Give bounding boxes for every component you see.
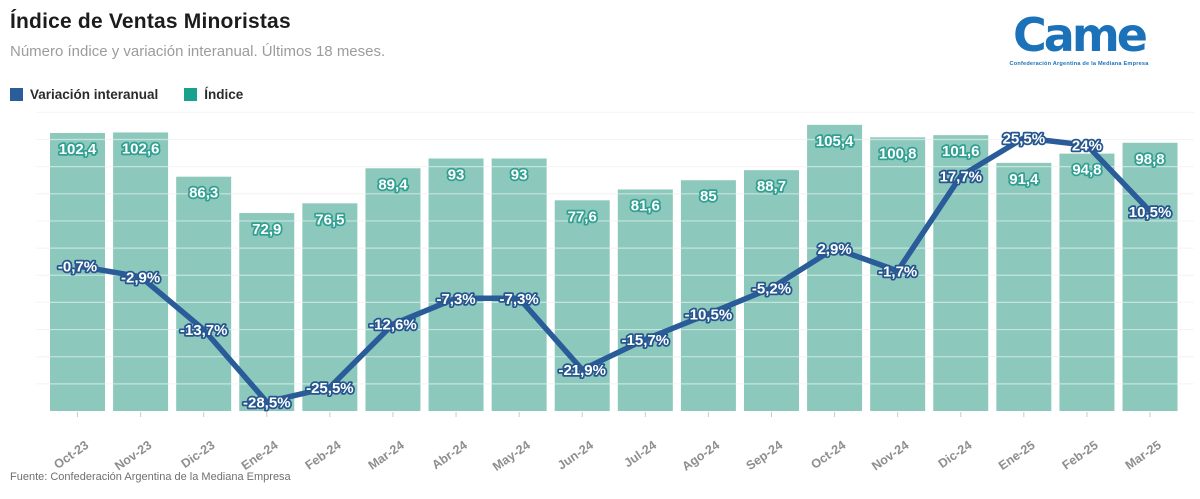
x-axis-label-Nov-23: Nov-23 — [112, 438, 154, 473]
indice-value-label: 81,6 — [631, 197, 660, 214]
x-axis-label-Mar-24: Mar-24 — [366, 438, 407, 473]
x-axis-label-Ene-24: Ene-24 — [239, 438, 281, 473]
indice-value-label: 93 — [448, 167, 465, 184]
variacion-value-label: -2,9% — [121, 269, 160, 286]
variacion-value-label: -7,3% — [436, 291, 475, 308]
variacion-value-label: -21,9% — [558, 362, 606, 379]
indice-value-label: 102,4 — [59, 141, 97, 158]
indice-value-label: 102,6 — [122, 140, 160, 157]
indice-bar-Jul-24 — [617, 189, 673, 411]
chart-header: Índice de Ventas Minoristas Número índic… — [10, 10, 385, 60]
indice-value-label: 94,8 — [1072, 162, 1101, 179]
indice-value-label: 86,3 — [189, 185, 218, 202]
variacion-value-label: -7,3% — [500, 291, 539, 308]
page-subtitle: Número índice y variación interanual. Úl… — [10, 43, 386, 60]
indice-value-label: 72,9 — [252, 221, 281, 238]
x-axis-label-Feb-25: Feb-25 — [1060, 438, 1101, 473]
indice-bar-Ene-25 — [996, 162, 1052, 411]
source-note: Fuente: Confederación Argentina de la Me… — [10, 471, 291, 483]
indice-bar-Jun-24 — [554, 200, 610, 411]
indice-bar-May-24 — [491, 158, 547, 411]
variacion-value-label: 24% — [1072, 138, 1102, 155]
variacion-value-label: 10,5% — [1129, 204, 1172, 221]
variacion-value-label: 17,7% — [939, 169, 982, 186]
x-axis-label-Sep-24: Sep-24 — [744, 438, 786, 473]
variacion-value-label: -5,2% — [752, 281, 791, 298]
indice-value-label: 98,8 — [1135, 151, 1164, 168]
variacion-value-label: -12,6% — [369, 317, 417, 334]
chart-legend: Variación interanual Índice — [10, 87, 243, 102]
x-axis-label-Ene-25: Ene-25 — [996, 438, 1038, 473]
x-axis-label-Jun-24: Jun-24 — [555, 438, 596, 473]
x-axis-label-Abr-24: Abr-24 — [429, 438, 470, 472]
indice-value-label: 91,4 — [1009, 171, 1039, 188]
came-tagline: Confederación Argentina de la Mediana Em… — [1009, 61, 1149, 67]
variacion-interanual-swatch — [10, 88, 23, 101]
page-title: Índice de Ventas Minoristas — [10, 10, 291, 33]
legend-label-variacion-interanual: Variación interanual — [30, 87, 159, 102]
x-axis-label-Mar-25: Mar-25 — [1123, 438, 1164, 473]
x-axis-label-Oct-24: Oct-24 — [808, 438, 848, 472]
indice-bar-Mar-25 — [1122, 142, 1178, 411]
indice-bar-Nov-24 — [870, 137, 926, 411]
came-logo: Came Confederación Argentina de la Media… — [1004, 12, 1154, 67]
indice-value-label: 77,6 — [568, 208, 597, 225]
indice-bar-Abr-24 — [428, 158, 484, 411]
indice-bar-Oct-23 — [50, 132, 105, 411]
x-axis-label-Dic-23: Dic-23 — [179, 438, 218, 471]
legend-item-indice: Índice — [184, 87, 243, 102]
indice-value-label: 88,7 — [757, 178, 786, 195]
indice-value-label: 85 — [700, 188, 717, 205]
indice-bar-Dic-24 — [933, 135, 989, 411]
came-wordmark: Came — [1013, 8, 1148, 62]
indice-bar-Feb-25 — [1059, 153, 1115, 412]
legend-label-indice: Índice — [204, 87, 244, 102]
indice-value-label: 101,6 — [942, 143, 980, 160]
indice-value-label: 100,8 — [879, 145, 917, 162]
x-axis-label-Ago-24: Ago-24 — [679, 438, 722, 474]
x-axis-label-May-24: May-24 — [490, 438, 533, 474]
variacion-value-label: -10,5% — [685, 306, 733, 323]
variacion-value-label: -25,5% — [306, 380, 354, 397]
indice-bar-Oct-24 — [807, 124, 863, 412]
variacion-value-label: -13,7% — [180, 322, 228, 339]
variacion-value-label: -0,7% — [58, 259, 97, 276]
x-axis-label-Nov-24: Nov-24 — [869, 438, 911, 473]
indice-bar-Dic-23 — [176, 176, 232, 411]
x-axis-label-Dic-24: Dic-24 — [936, 438, 975, 471]
indice-value-label: 76,5 — [315, 211, 344, 228]
legend-item-variacion-interanual: Variación interanual — [10, 87, 158, 102]
indice-bar-Feb-24 — [302, 203, 358, 411]
variacion-value-label: -15,7% — [622, 332, 670, 349]
variacion-value-label: 2,9% — [817, 241, 851, 258]
variacion-value-label: -1,7% — [878, 263, 917, 280]
variacion-interanual-line — [74, 135, 1153, 405]
indice-value-label: 105,4 — [816, 133, 854, 150]
indice-bar-Mar-24 — [365, 168, 421, 411]
x-axis-label-Feb-24: Feb-24 — [303, 438, 344, 473]
x-axis-label-Oct-23: Oct-23 — [51, 438, 91, 472]
indice-bar-Ago-24 — [680, 180, 736, 411]
variacion-value-label: -28,5% — [243, 394, 291, 411]
variacion-value-label: 25,5% — [1003, 130, 1046, 147]
x-axis-label-Jul-24: Jul-24 — [621, 438, 659, 470]
indice-value-label: 93 — [511, 167, 528, 184]
indice-value-label: 89,4 — [378, 176, 408, 193]
indice-swatch — [184, 88, 198, 101]
